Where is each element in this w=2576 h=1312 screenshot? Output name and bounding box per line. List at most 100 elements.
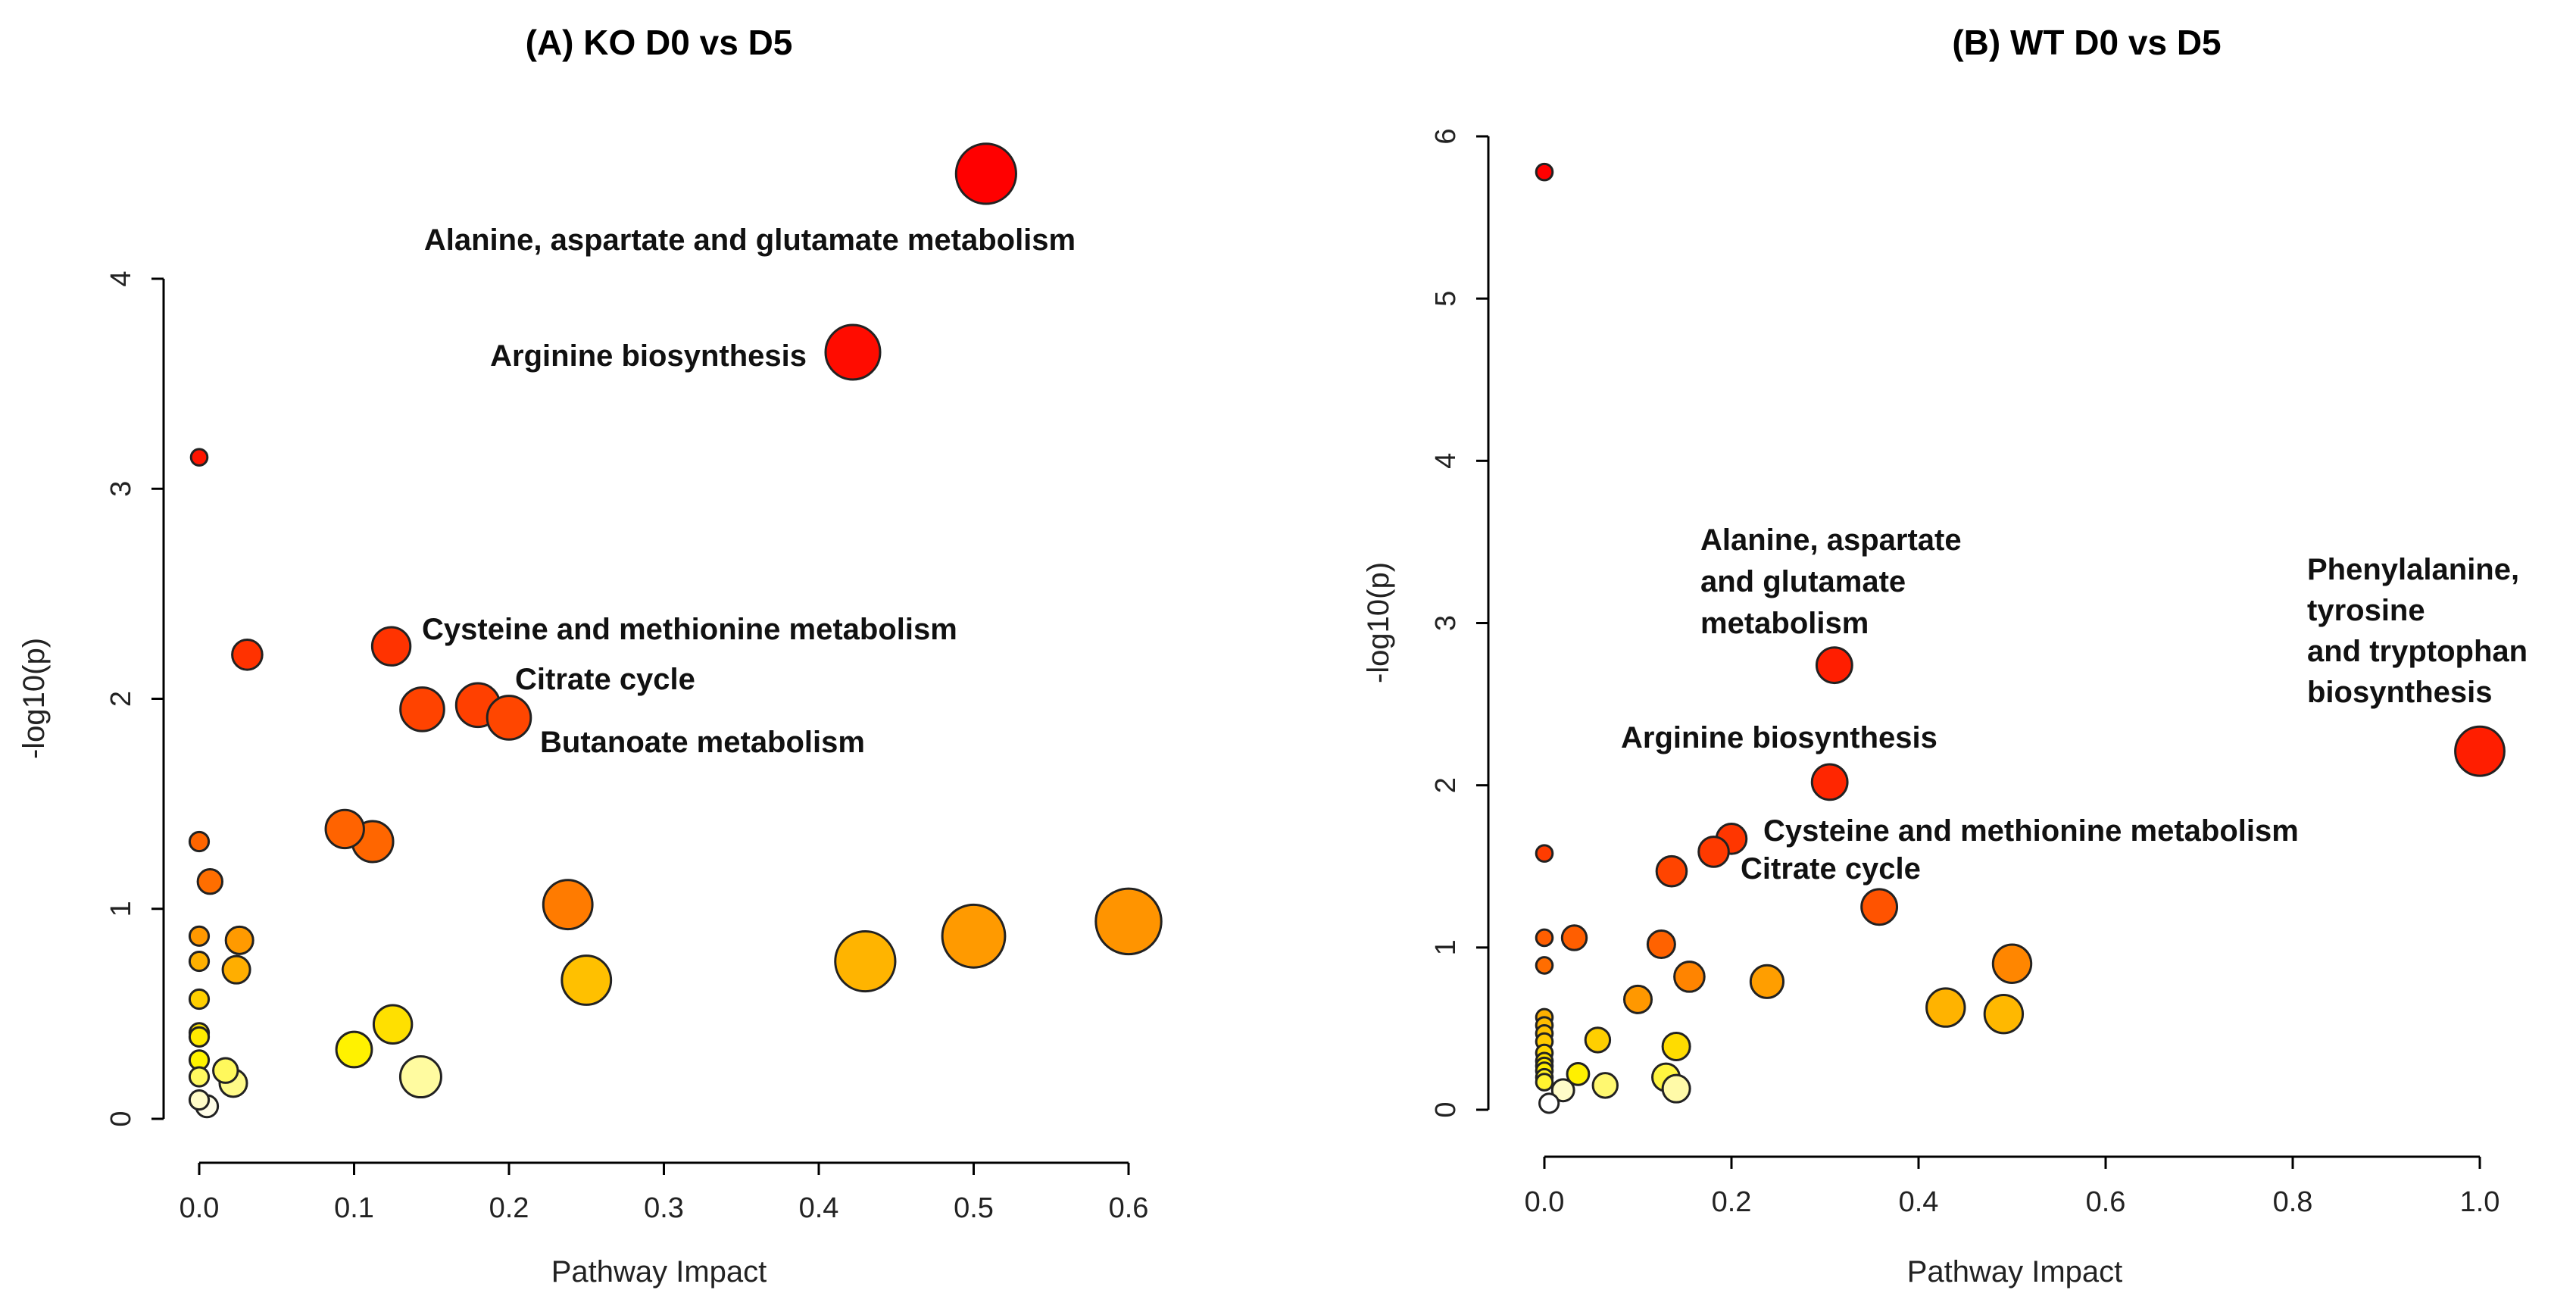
panel-b-label-alanine-line-1: Alanine, aspartate xyxy=(1700,523,1962,557)
data-point xyxy=(1815,646,1853,685)
x-tick-label: 0.3 xyxy=(644,1192,684,1224)
x-tick-label: 0.0 xyxy=(1525,1186,1565,1218)
data-point xyxy=(196,868,224,895)
data-point xyxy=(188,925,211,947)
y-tick-label: 3 xyxy=(105,481,137,497)
panel-a-x-ticks: 0.0 0.1 0.2 0.3 0.4 0.5 0.6 xyxy=(180,1163,1149,1224)
panel-b-label-alanine-line-2: and glutamate xyxy=(1700,565,1906,598)
y-tick-label: 1 xyxy=(1430,939,1462,955)
x-tick-label: 0.2 xyxy=(489,1192,529,1224)
x-tick-label: 0.5 xyxy=(954,1192,994,1224)
data-point xyxy=(542,879,594,931)
panel-b-x-label: Pathway Impact xyxy=(1907,1255,2123,1289)
panel-b-label-phenyl-line-2: tyrosine xyxy=(2307,594,2425,627)
data-point xyxy=(1591,1072,1619,1099)
data-point xyxy=(398,1055,442,1099)
panel-a-label-alanine: Alanine, aspartate and glutamate metabol… xyxy=(424,223,1076,257)
panel-a-label-cysteine: Cysteine and methionine metabolism xyxy=(422,613,957,646)
panel-b-y-label: -log10(p) xyxy=(1362,562,1395,683)
data-point xyxy=(1810,763,1849,801)
panel-a-points xyxy=(188,142,1163,1119)
panel-b-points xyxy=(1535,162,2506,1114)
x-tick-label: 1.0 xyxy=(2460,1186,2500,1218)
data-point xyxy=(188,1026,211,1048)
y-tick-label: 3 xyxy=(1430,615,1462,631)
data-point xyxy=(1535,1073,1554,1092)
panel-b: (B) WT D0 vs D5 0 1 2 3 4 5 6 0.0 0.2 0.4 0.6 0.8 1… xyxy=(1362,23,2528,1289)
data-point xyxy=(1991,943,2033,984)
data-point xyxy=(1535,162,1554,182)
data-point xyxy=(1550,1078,1575,1103)
y-tick-label: 5 xyxy=(1430,291,1462,307)
data-point xyxy=(1646,929,1676,960)
y-tick-label: 4 xyxy=(105,270,137,286)
data-point xyxy=(1094,887,1163,956)
data-point xyxy=(834,929,897,993)
panel-a-y-label: -log10(p) xyxy=(17,638,51,759)
panel-b-label-citrate: Citrate cycle xyxy=(1741,852,1921,886)
x-tick-label: 0.0 xyxy=(180,1192,220,1224)
x-tick-label: 0.8 xyxy=(2273,1186,2313,1218)
data-point xyxy=(1983,993,2025,1035)
panel-b-y-ticks: 0 1 2 3 4 5 6 xyxy=(1430,128,1488,1118)
data-point xyxy=(486,695,532,741)
panel-b-label-phenyl-line-4: biosynthesis xyxy=(2307,676,2493,709)
data-point xyxy=(372,1004,414,1045)
data-point xyxy=(941,903,1007,969)
data-point xyxy=(2454,725,2506,777)
data-point xyxy=(399,686,445,733)
data-point xyxy=(954,142,1017,205)
y-tick-label: 4 xyxy=(1430,453,1462,469)
data-point xyxy=(1535,844,1554,863)
x-tick-label: 0.4 xyxy=(799,1192,839,1224)
panel-b-label-cysteine: Cysteine and methionine metabolism xyxy=(1763,814,2299,848)
data-point xyxy=(1655,854,1688,888)
data-point xyxy=(1749,964,1785,999)
panel-a-title: (A) KO D0 vs D5 xyxy=(526,23,793,62)
data-point xyxy=(212,1057,239,1084)
data-point xyxy=(188,830,211,853)
y-tick-label: 6 xyxy=(1430,128,1462,144)
data-point xyxy=(1623,984,1653,1014)
data-point xyxy=(324,808,365,850)
x-tick-label: 0.4 xyxy=(1899,1186,1939,1218)
x-tick-label: 0.6 xyxy=(1109,1192,1149,1224)
panel-b-x-ticks: 0.0 0.2 0.4 0.6 0.8 1.0 xyxy=(1525,1157,2500,1218)
data-point xyxy=(370,626,412,667)
panel-a-y-ticks: 0 1 2 3 4 xyxy=(105,270,164,1127)
panel-b-label-phenyl-line-1: Phenylalanine, xyxy=(2307,553,2519,586)
data-point xyxy=(1673,961,1706,993)
data-point xyxy=(188,950,211,973)
data-point xyxy=(560,954,613,1006)
data-point xyxy=(221,954,251,985)
y-tick-label: 2 xyxy=(1430,777,1462,793)
data-point xyxy=(188,1089,211,1111)
panel-a: (A) KO D0 vs D5 0 1 2 3 4 0.0 0.1 0.2 0.3 0.4 0.5… xyxy=(17,23,1163,1289)
data-point xyxy=(1661,1073,1691,1104)
data-point xyxy=(1535,928,1554,948)
x-tick-label: 0.2 xyxy=(1712,1186,1752,1218)
data-point xyxy=(1661,1031,1691,1061)
data-point xyxy=(1538,1092,1560,1114)
data-point xyxy=(335,1030,373,1069)
data-point xyxy=(1535,956,1554,975)
panel-b-title: (B) WT D0 vs D5 xyxy=(1952,23,2221,62)
data-point xyxy=(1860,888,1899,926)
data-point xyxy=(1566,1061,1591,1086)
x-tick-label: 0.1 xyxy=(334,1192,374,1224)
data-point xyxy=(188,1066,211,1088)
panel-b-label-alanine-line-3: metabolism xyxy=(1700,607,1869,640)
data-point xyxy=(1584,1026,1612,1054)
panel-a-label-butanoate: Butanoate metabolism xyxy=(540,726,865,759)
x-tick-label: 0.6 xyxy=(2086,1186,2126,1218)
data-point xyxy=(1697,836,1730,868)
data-point xyxy=(824,323,882,381)
data-point xyxy=(1560,924,1588,951)
panel-b-label-arginine: Arginine biosynthesis xyxy=(1621,721,1937,754)
data-point xyxy=(224,925,254,955)
data-point xyxy=(188,988,211,1011)
y-tick-label: 0 xyxy=(105,1111,137,1126)
y-tick-label: 0 xyxy=(1430,1101,1462,1117)
data-point xyxy=(231,638,264,671)
